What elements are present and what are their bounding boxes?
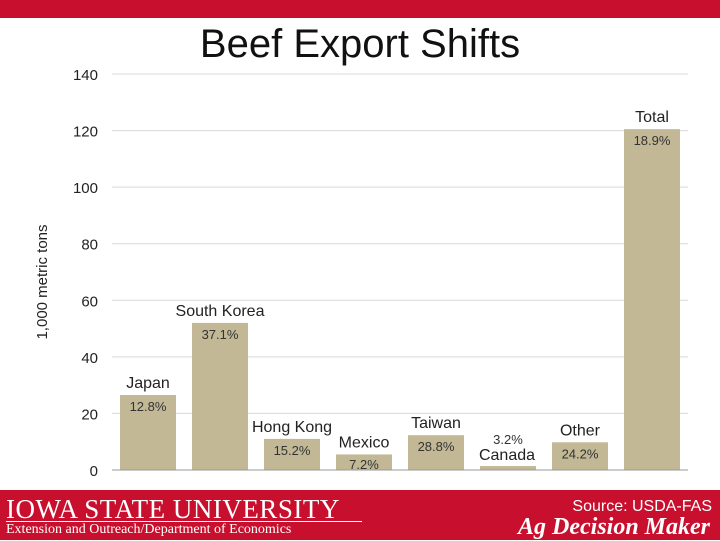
data-labels: 12.8% 37.1% 15.2% 7.2% 28.8% 3.2% 24.2% 18.9%	[130, 133, 671, 472]
bar	[408, 435, 464, 470]
bar	[624, 129, 680, 470]
source-note: Source: USDA-FAS	[572, 498, 712, 515]
y-tick-label: 100	[73, 180, 98, 197]
data-label: 28.8%	[418, 439, 455, 454]
category-label: Canada	[479, 447, 535, 464]
data-label: 3.2%	[493, 432, 523, 447]
y-tick-label: 40	[81, 350, 98, 367]
category-label: Mexico	[339, 434, 390, 451]
university-logo-text: IOWA STATE UNIVERSITY	[6, 494, 340, 524]
y-axis-ticks: 0 20 40 60 80 100 120 140	[73, 67, 98, 480]
footer-bar	[0, 490, 720, 540]
bar	[480, 466, 536, 470]
bars	[120, 129, 680, 470]
y-tick-label: 0	[90, 463, 98, 480]
bar	[552, 442, 608, 470]
y-tick-label: 140	[73, 67, 98, 84]
bar-chart: 0 20 40 60 80 100 120 140 1,000 metric tons Jap…	[34, 67, 688, 480]
y-tick-label: 80	[81, 237, 98, 254]
category-label: Hong Kong	[252, 419, 332, 436]
data-label: 24.2%	[562, 446, 599, 461]
data-label: 12.8%	[130, 399, 167, 414]
bar	[336, 454, 392, 470]
y-tick-label: 20	[81, 406, 98, 423]
bar	[120, 395, 176, 470]
category-label: South Korea	[176, 303, 265, 320]
logo-divider	[6, 521, 362, 522]
category-labels: Japan South Korea Hong Kong Mexico Taiwan Can…	[126, 109, 669, 464]
category-label: Total	[635, 109, 669, 126]
category-label: Other	[560, 422, 601, 439]
data-label: 7.2%	[349, 457, 379, 472]
chart-title: Beef Export Shifts	[199, 22, 521, 66]
y-tick-label: 60	[81, 293, 98, 310]
y-tick-label: 120	[73, 124, 98, 141]
category-label: Japan	[126, 375, 170, 392]
bar	[264, 438, 320, 470]
data-label: 18.9%	[634, 133, 671, 148]
department-text: Extension and Outreach/Department of Eco…	[6, 522, 292, 537]
category-label: Taiwan	[411, 415, 461, 432]
top-accent-bar	[0, 0, 720, 18]
data-label: 37.1%	[202, 327, 239, 342]
data-label: 15.2%	[274, 443, 311, 458]
bar	[192, 322, 248, 470]
y-axis-label: 1,000 metric tons	[34, 224, 51, 339]
ag-decision-maker-logo: Ag Decision Maker	[518, 514, 710, 540]
